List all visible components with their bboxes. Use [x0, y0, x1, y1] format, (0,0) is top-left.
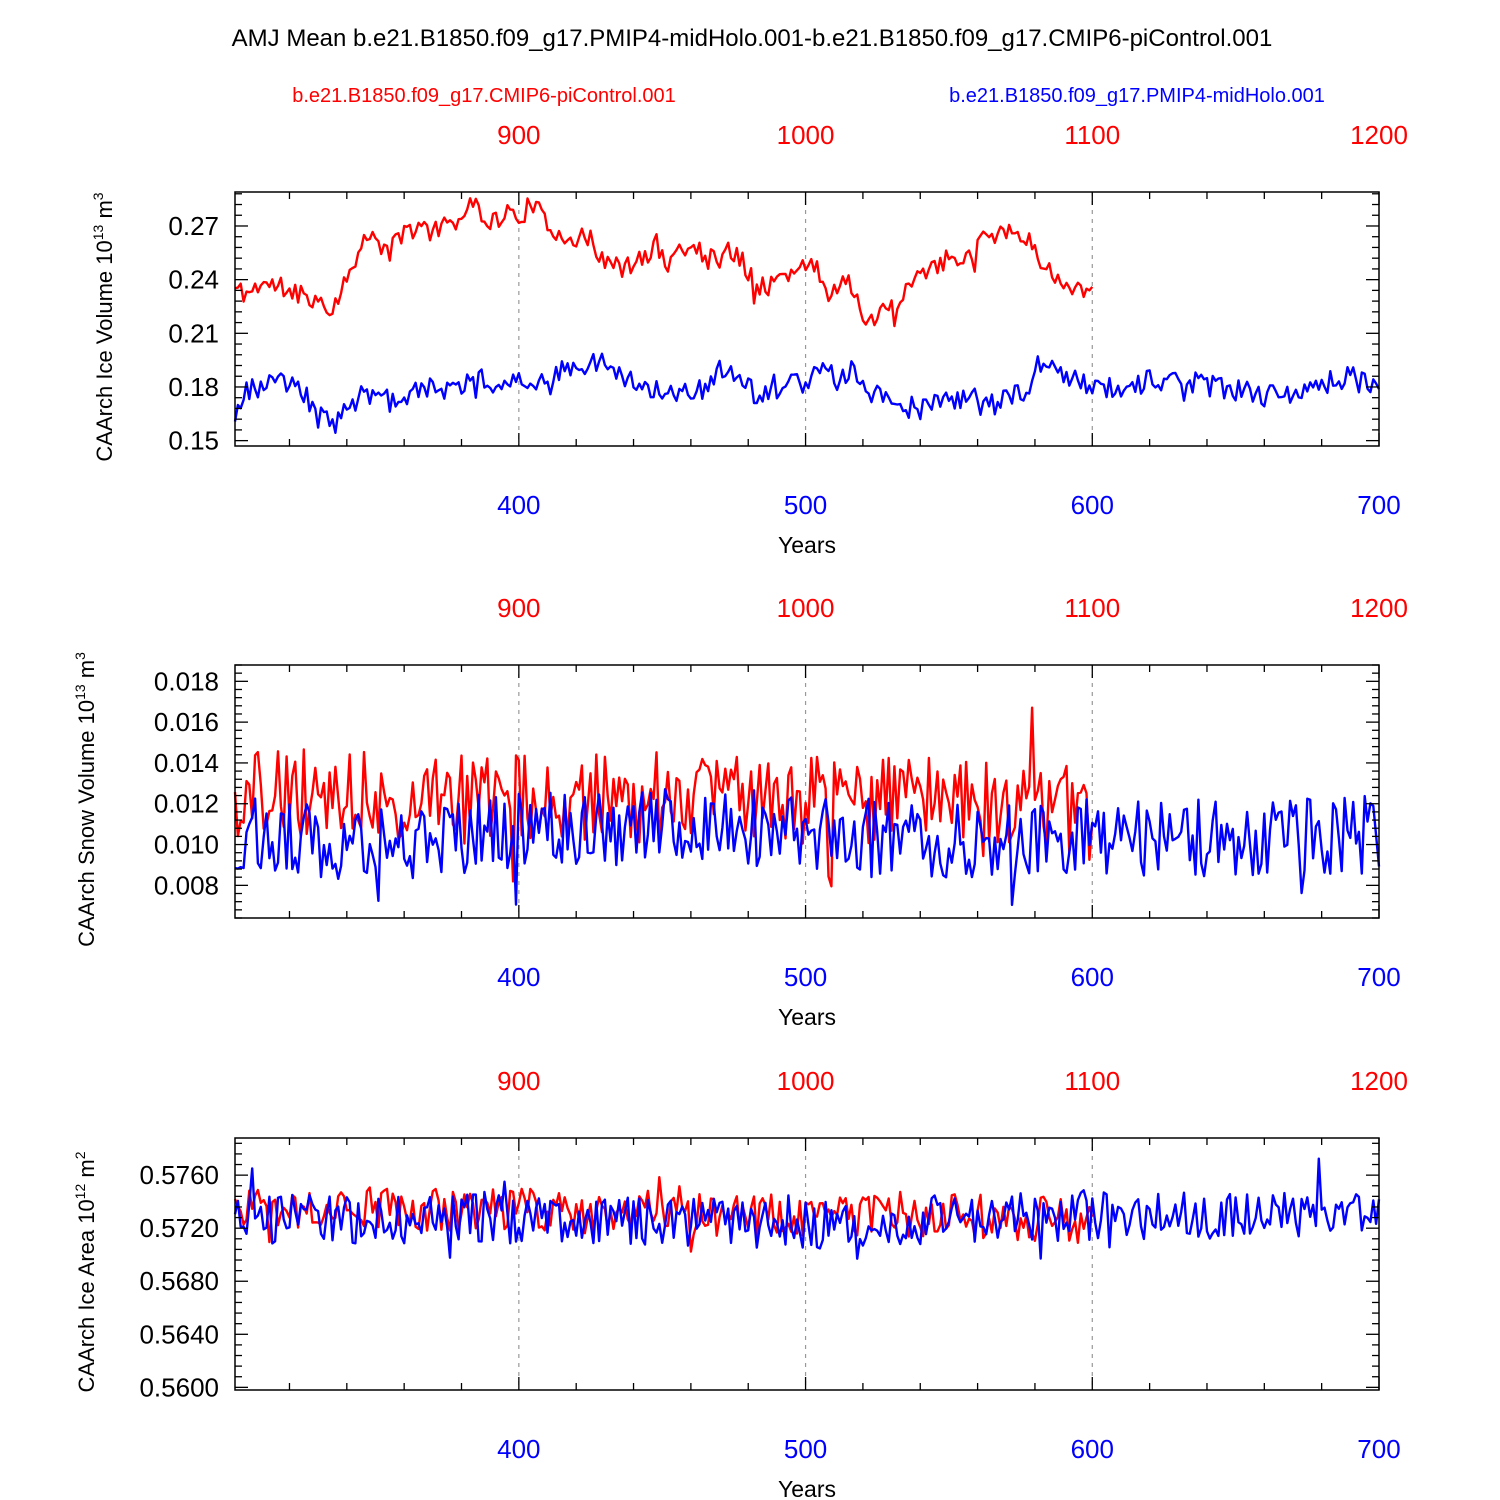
y-tick-label: 0.5600 [139, 1372, 219, 1402]
x-tick-label-picontrol: 1000 [777, 120, 835, 150]
y-tick-label: 0.014 [154, 748, 219, 778]
series-line-midholo [233, 352, 1381, 434]
x-tick-label-midholo: 600 [1071, 490, 1114, 520]
y-tick-label: 0.21 [168, 318, 219, 348]
x-axis-title: Years [778, 1476, 836, 1500]
y-tick-label: 0.018 [154, 666, 219, 696]
x-tick-label-midholo: 600 [1071, 1434, 1114, 1464]
y-tick-label: 0.010 [154, 830, 219, 860]
x-tick-label-picontrol: 1200 [1350, 1066, 1408, 1096]
x-tick-label-midholo: 700 [1357, 490, 1400, 520]
series-line-midholo [233, 1157, 1381, 1260]
x-tick-label-picontrol: 1000 [777, 593, 835, 623]
x-tick-label-midholo: 400 [497, 962, 540, 992]
panel-1: 0.15 0.18 0.21 0.24 0.27 400 500 600 700 900 1000 1… [90, 120, 1408, 558]
x-tick-label-picontrol: 1100 [1064, 593, 1120, 623]
series-line-picontrol [234, 197, 1094, 328]
x-tick-label-picontrol: 900 [497, 120, 540, 150]
panel-3: 0.5600 0.5640 0.5680 0.5720 0.5760 400 500 600 7… [72, 1066, 1408, 1500]
x-tick-label-midholo: 600 [1071, 962, 1114, 992]
legend-control-label: b.e21.B1850.f09_g17.CMIP6-piControl.001 [292, 85, 676, 107]
plot-frame [234, 664, 1380, 919]
x-tick-label-picontrol: 1200 [1350, 120, 1408, 150]
y-axis-title: CAArch Ice Volume 1013 m3 [90, 192, 117, 461]
x-tick-label-midholo: 400 [497, 1434, 540, 1464]
y-tick-label: 0.18 [168, 372, 219, 402]
figure-title: AMJ Mean b.e21.B1850.f09_g17.PMIP4-midHo… [232, 25, 1273, 52]
x-tick-label-midholo: 400 [497, 490, 540, 520]
y-tick-label: 0.008 [154, 870, 219, 900]
x-tick-label-midholo: 700 [1357, 962, 1400, 992]
panel-2: 0.008 0.010 0.012 0.014 0.016 0.018 400 500 600 7… [72, 593, 1408, 1030]
x-tick-label-picontrol: 1200 [1350, 593, 1408, 623]
x-tick-label-midholo: 500 [784, 490, 827, 520]
x-tick-label-midholo: 700 [1357, 1434, 1400, 1464]
x-axis-title: Years [778, 1004, 836, 1030]
series-line-midholo [234, 788, 1381, 907]
x-tick-label-picontrol: 1100 [1064, 1066, 1120, 1096]
y-tick-label: 0.5640 [139, 1319, 219, 1349]
x-tick-label-midholo: 500 [784, 1434, 827, 1464]
plot-frame [234, 1137, 1380, 1391]
y-tick-label: 0.27 [168, 211, 219, 241]
x-tick-label-picontrol: 900 [497, 1066, 540, 1096]
panels: 0.15 0.18 0.21 0.24 0.27 400 500 600 700 900 1000 1… [72, 120, 1408, 1500]
x-tick-label-picontrol: 1100 [1064, 120, 1120, 150]
x-tick-label-picontrol: 900 [497, 593, 540, 623]
y-tick-label: 0.15 [168, 426, 219, 456]
y-tick-label: 0.012 [154, 789, 219, 819]
x-tick-label-midholo: 500 [784, 962, 827, 992]
y-axis-title: CAArch Snow Volume 1013 m3 [72, 652, 99, 947]
y-tick-label: 0.016 [154, 707, 219, 737]
y-tick-label: 0.24 [168, 265, 219, 295]
plot-frame [234, 191, 1380, 447]
y-tick-label: 0.5760 [139, 1160, 219, 1190]
y-tick-label: 0.5720 [139, 1213, 219, 1243]
y-axis-title: CAArch Ice Area 1012 m2 [72, 1151, 99, 1392]
y-tick-label: 0.5680 [139, 1266, 219, 1296]
x-axis-title: Years [778, 532, 836, 558]
x-tick-label-picontrol: 1000 [777, 1066, 835, 1096]
legend-midholo-label: b.e21.B1850.f09_g17.PMIP4-midHolo.001 [949, 85, 1325, 107]
